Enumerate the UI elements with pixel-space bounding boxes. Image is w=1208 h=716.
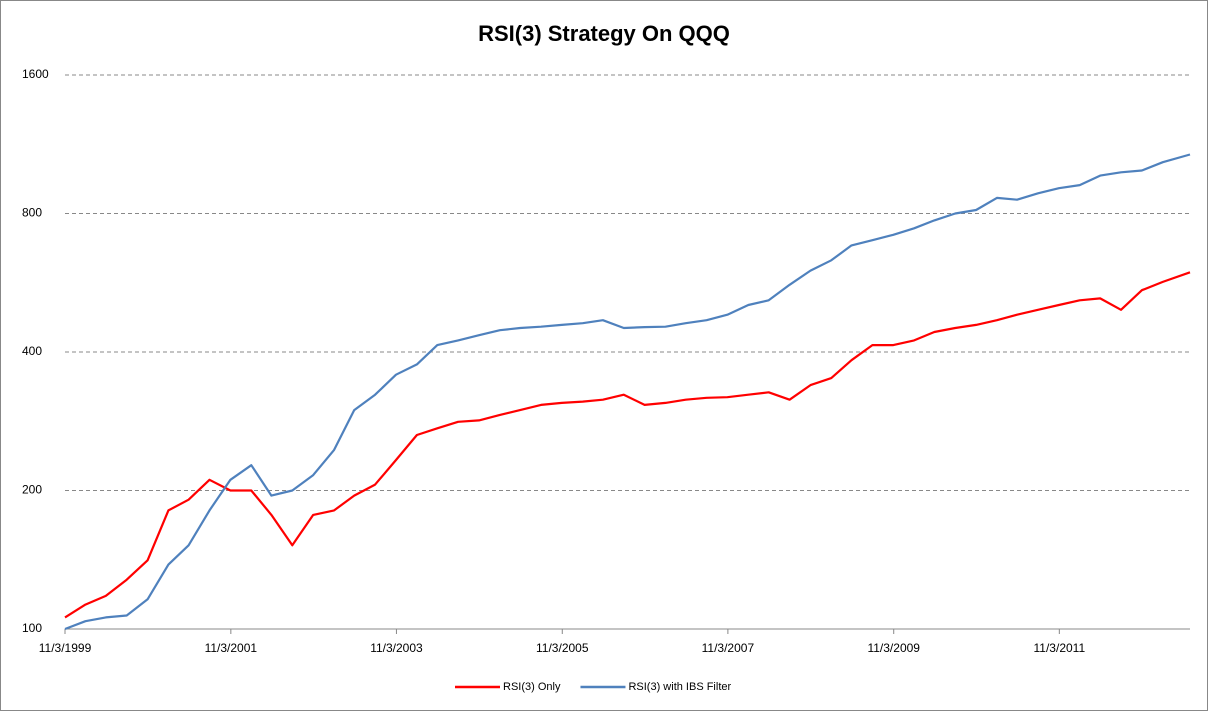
y-tick-label: 1600 xyxy=(22,67,49,81)
legend-label: RSI(3) Only xyxy=(503,681,561,693)
x-tick-label: 11/3/2001 xyxy=(205,641,258,655)
line-series xyxy=(64,153,1191,631)
x-tick-label: 11/3/2005 xyxy=(536,641,589,655)
y-tick-label: 100 xyxy=(22,621,42,635)
x-tick-label: 11/3/2011 xyxy=(1034,641,1086,655)
line-series xyxy=(64,271,1191,619)
legend-label: RSI(3) with IBS Filter xyxy=(628,681,731,693)
x-tick-label: 11/3/2007 xyxy=(702,641,755,655)
chart-title: RSI(3) Strategy On QQQ xyxy=(478,21,730,46)
y-tick-label: 400 xyxy=(22,344,42,358)
y-tick-label: 200 xyxy=(22,483,42,497)
x-tick-label: 11/3/2009 xyxy=(867,641,920,655)
x-tick-label: 11/3/1999 xyxy=(39,641,92,655)
x-tick-label: 11/3/2003 xyxy=(370,641,423,655)
y-tick-label: 800 xyxy=(22,206,42,220)
